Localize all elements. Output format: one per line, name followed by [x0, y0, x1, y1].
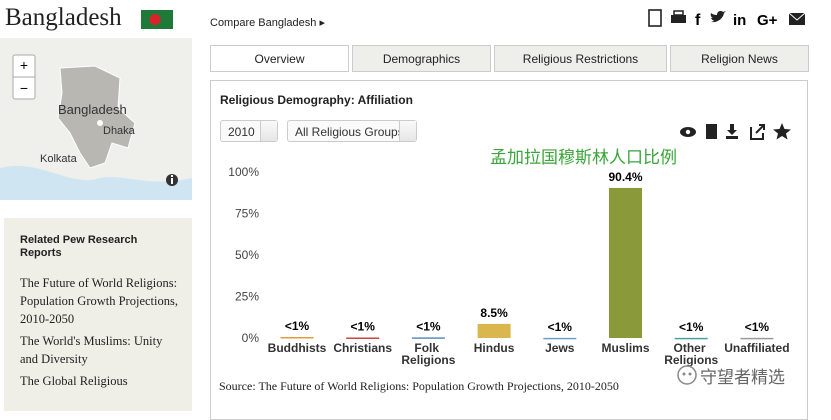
y-tick-label: 100% [228, 165, 259, 179]
download-icon[interactable] [726, 124, 738, 139]
x-tick-label: Hindus [474, 341, 515, 355]
value-label: 90.4% [608, 170, 642, 184]
pdf-icon[interactable] [648, 9, 662, 27]
bar [280, 337, 314, 339]
map-label: Dhaka [103, 125, 136, 137]
sidebar: Related Pew Research Reports The Future … [4, 218, 192, 411]
report-link[interactable]: The Future of World Religions: Populatio… [20, 276, 178, 326]
bar [346, 337, 380, 340]
bar [674, 337, 708, 340]
bar [609, 187, 642, 338]
x-tick-label: Unaffiliated [724, 341, 789, 355]
value-label: <1% [548, 320, 573, 334]
watermark: 守望者精选 [700, 368, 785, 387]
doc-icon[interactable] [706, 124, 717, 139]
chart-annotation: 孟加拉国穆斯林人口比例 [490, 148, 677, 167]
x-tick-label: Christians [333, 341, 392, 355]
page: Bangladesh Bangladesh Dhaka Kolkata + − … [0, 4, 809, 420]
bar [543, 337, 577, 340]
value-label: <1% [416, 319, 441, 333]
compare-link[interactable]: Compare Bangladesh ▸ [210, 17, 325, 29]
map: Bangladesh Dhaka Kolkata + − [0, 38, 192, 200]
favorite-icon[interactable] [773, 123, 791, 140]
facebook-icon[interactable]: f [695, 12, 701, 29]
panel-title: Religious Demography: Affiliation [220, 93, 413, 107]
sidebar-heading: Related Pew Research Reports [20, 234, 138, 259]
value-label: <1% [679, 320, 704, 334]
y-tick-label: 75% [235, 207, 259, 221]
x-tick-label: Jews [545, 341, 575, 355]
share-bar: f in G+ [648, 9, 806, 29]
twitter-icon[interactable] [710, 11, 726, 23]
flag [141, 10, 173, 29]
chart-tools [680, 123, 791, 140]
bar [411, 337, 445, 339]
print-icon[interactable] [671, 15, 686, 23]
zoom-in[interactable]: + [20, 57, 28, 73]
value-label: 8.5% [480, 306, 508, 320]
tab[interactable]: Religious Restrictions [494, 45, 667, 72]
tab[interactable]: Demographics [352, 45, 491, 72]
x-tick-label: Buddhists [268, 341, 327, 355]
bar [477, 323, 511, 338]
year-select[interactable]: 2010 [220, 120, 278, 142]
linkedin-icon[interactable]: in [733, 12, 746, 29]
country-title: Bangladesh [5, 4, 122, 31]
x-tick-label: Other Religions [664, 341, 718, 367]
map-label: Kolkata [40, 153, 78, 165]
bar [740, 337, 774, 340]
source-note: Source: The Future of World Religions: P… [219, 379, 619, 393]
y-tick-label: 0% [242, 331, 260, 345]
value-label: <1% [285, 319, 310, 333]
zoom-out[interactable]: − [20, 80, 28, 96]
googleplus-icon[interactable]: G+ [757, 12, 778, 29]
tab[interactable]: Overview [210, 45, 349, 72]
x-tick-label: Muslims [601, 341, 649, 355]
tab[interactable]: Religion News [670, 45, 809, 72]
group-select[interactable]: All Religious Groups [287, 120, 417, 142]
x-tick-label: Folk Religions [401, 341, 455, 367]
value-label: <1% [351, 320, 376, 334]
share-icon[interactable] [750, 124, 765, 140]
map-label: Bangladesh [58, 102, 127, 117]
watermark-icon [677, 365, 697, 385]
value-label: <1% [745, 320, 770, 334]
chart: 孟加拉国穆斯林人口比例 0% 25% 50% 75% 100% <1% Buddhists <1… [228, 148, 789, 367]
report-link[interactable]: The Global Religious [20, 374, 128, 388]
y-tick-label: 50% [235, 248, 259, 262]
y-tick-label: 25% [235, 290, 259, 304]
report-link[interactable]: The World's Muslims: Unity and Diversity [20, 334, 163, 366]
